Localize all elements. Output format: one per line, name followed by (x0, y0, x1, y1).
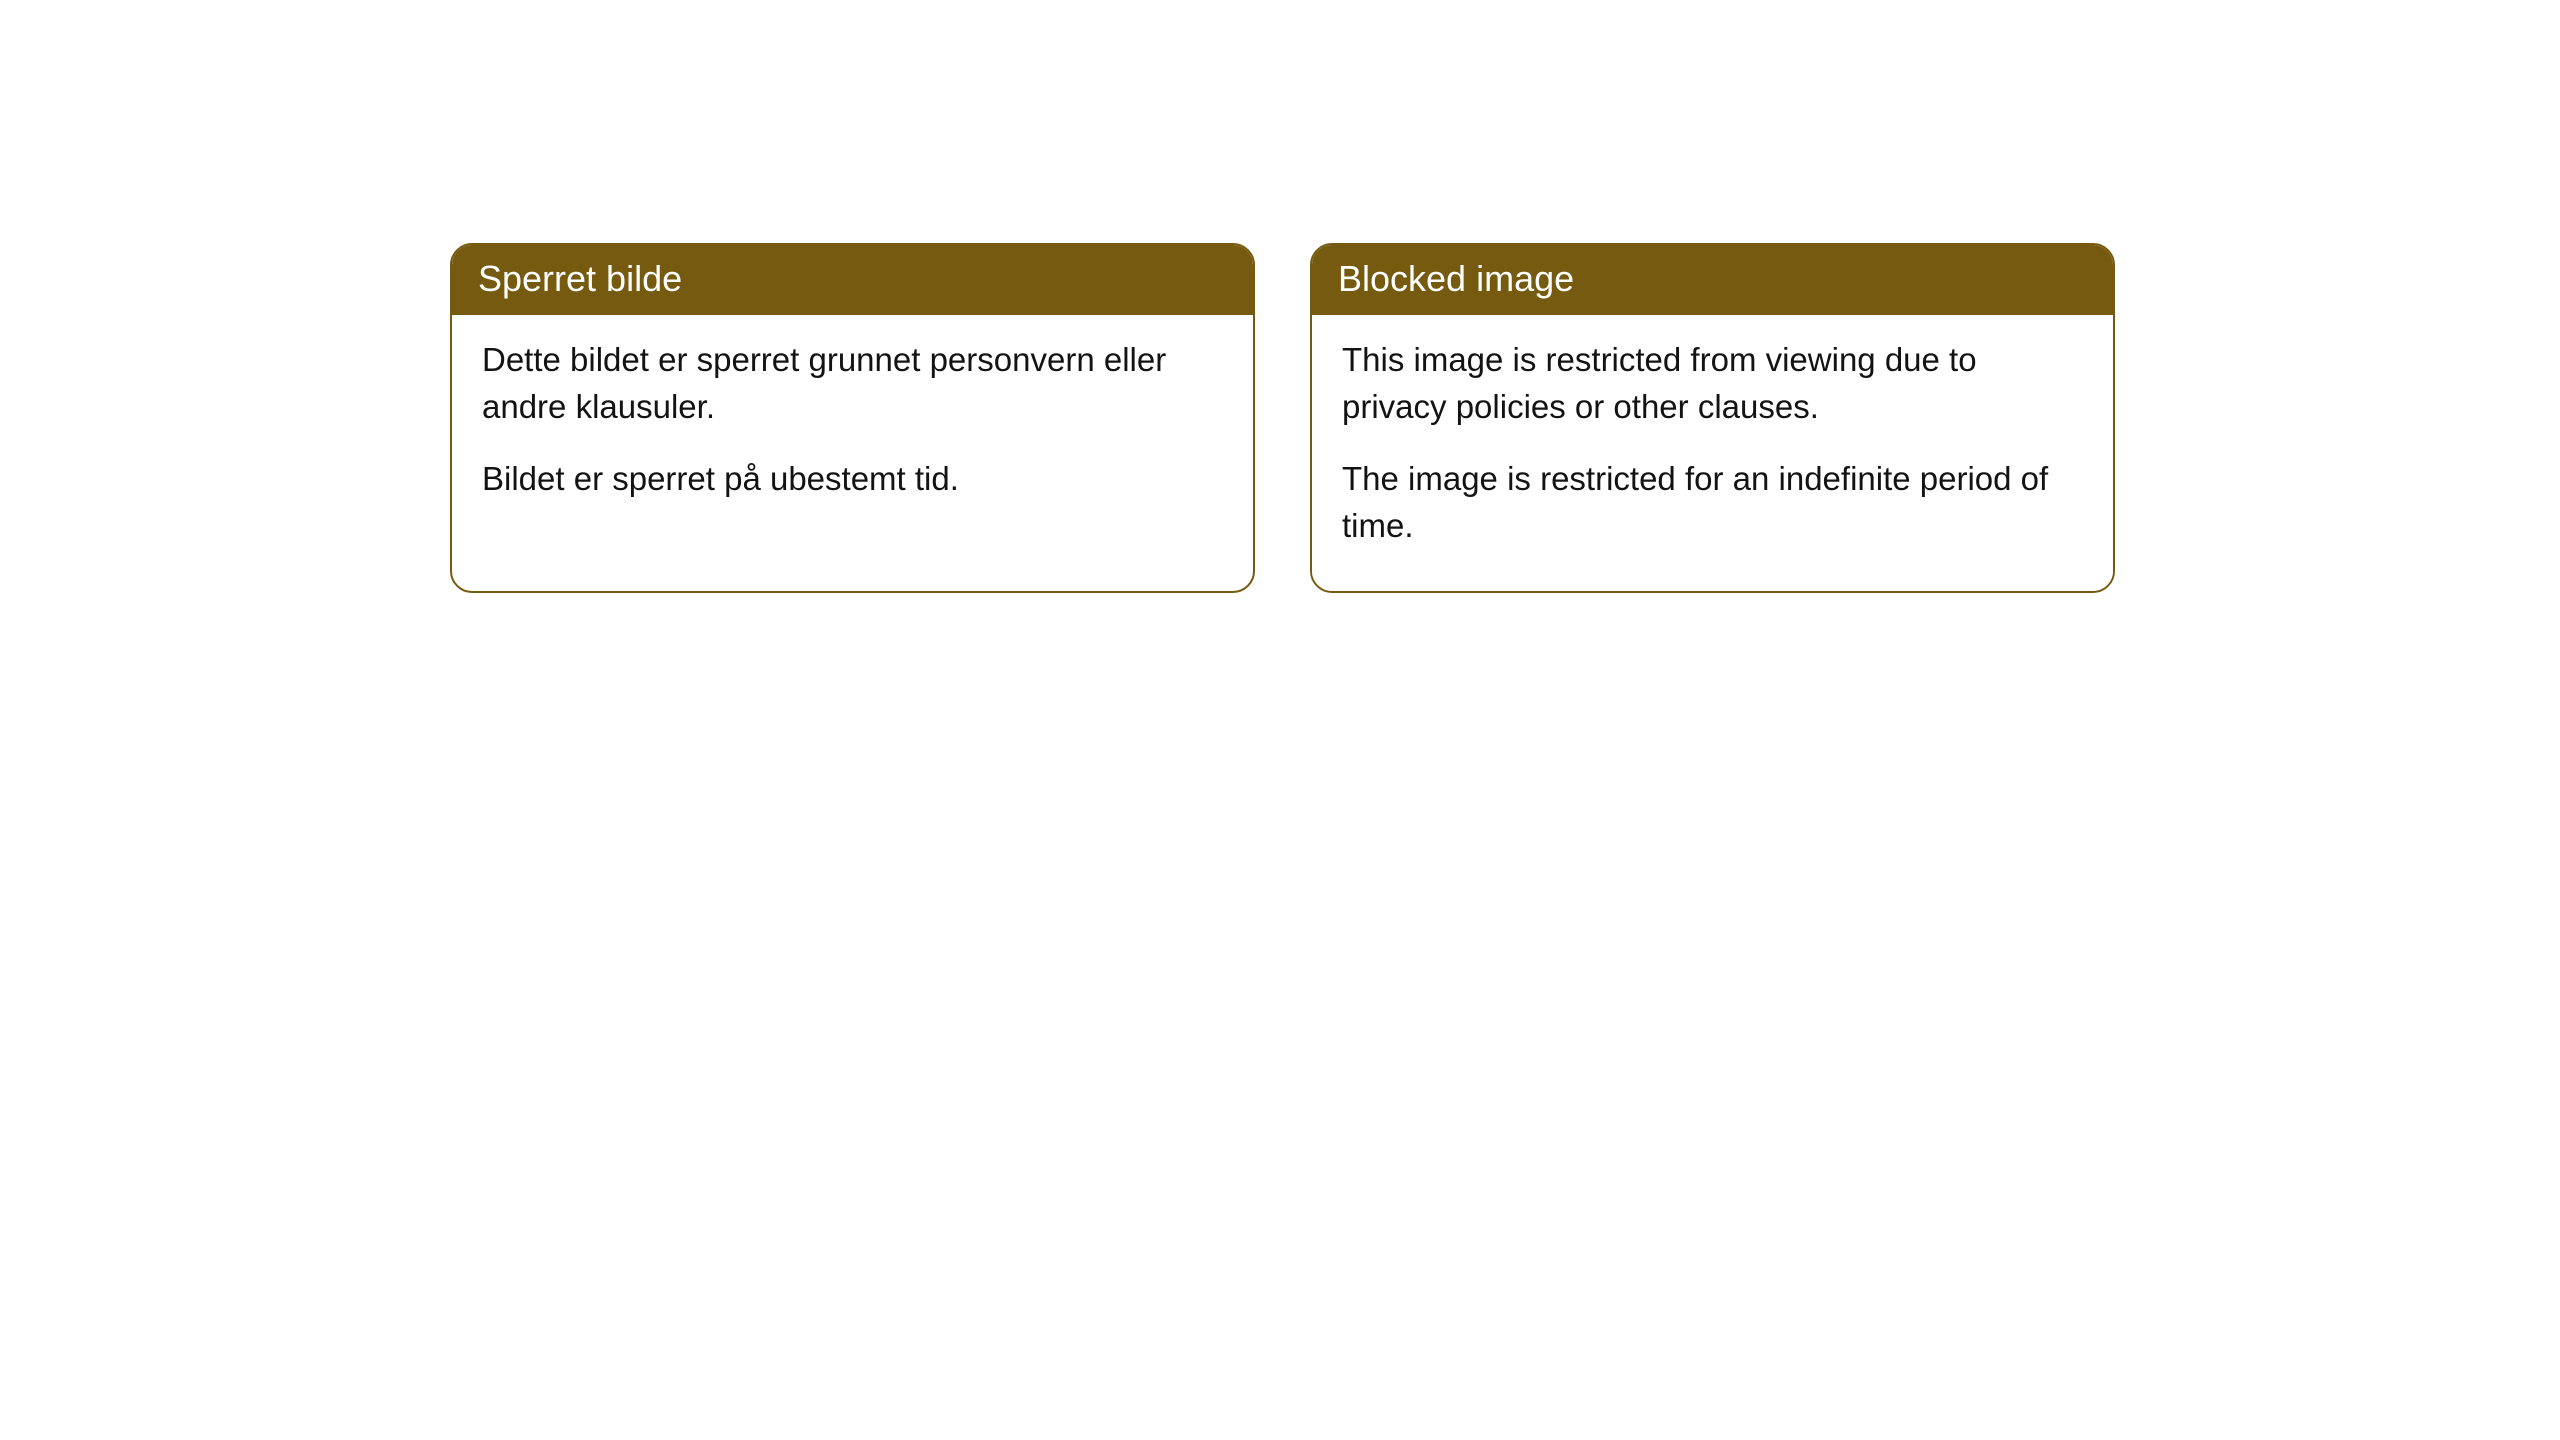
card-title: Blocked image (1338, 258, 1574, 299)
card-norwegian: Sperret bilde Dette bildet er sperret gr… (450, 243, 1255, 593)
card-text-paragraph: This image is restricted from viewing du… (1342, 337, 2083, 431)
card-text-paragraph: Dette bildet er sperret grunnet personve… (482, 337, 1223, 431)
card-text-paragraph: The image is restricted for an indefinit… (1342, 456, 2083, 550)
card-body-english: This image is restricted from viewing du… (1312, 315, 2113, 591)
card-text-paragraph: Bildet er sperret på ubestemt tid. (482, 456, 1223, 503)
card-title: Sperret bilde (478, 258, 682, 299)
cards-container: Sperret bilde Dette bildet er sperret gr… (450, 243, 2115, 593)
card-header-norwegian: Sperret bilde (452, 245, 1253, 315)
card-english: Blocked image This image is restricted f… (1310, 243, 2115, 593)
card-header-english: Blocked image (1312, 245, 2113, 315)
card-body-norwegian: Dette bildet er sperret grunnet personve… (452, 315, 1253, 545)
